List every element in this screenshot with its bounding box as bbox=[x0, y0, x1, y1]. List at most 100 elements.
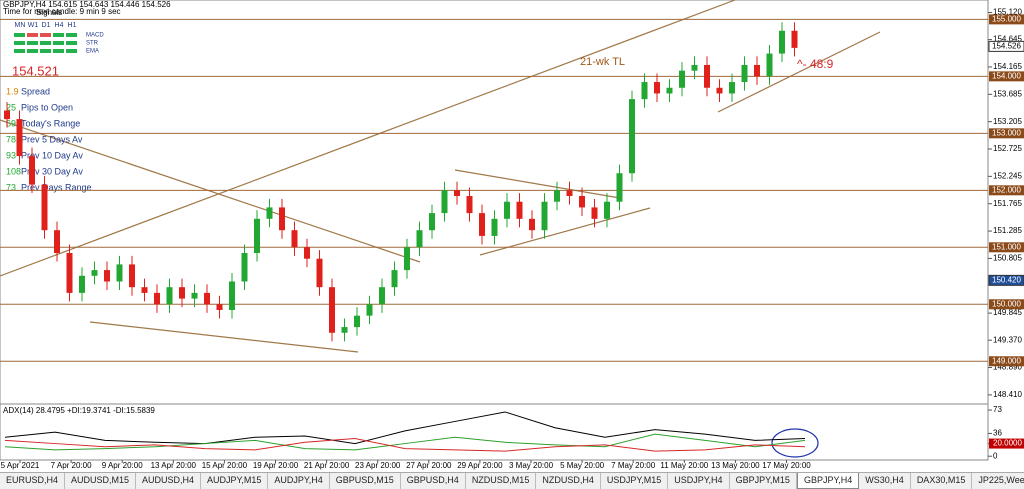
stat-label: Prev 5 Days Av bbox=[21, 134, 83, 144]
y-tick-label: 153.685 bbox=[993, 89, 1022, 98]
candle-body bbox=[604, 201, 610, 219]
candle-body bbox=[16, 119, 23, 157]
tab[interactable]: NZDUSD,H4 bbox=[536, 473, 601, 489]
tab[interactable]: AUDUSD,H4 bbox=[136, 473, 202, 489]
price-level-label: 149.000 bbox=[992, 356, 1021, 365]
price-level-box bbox=[989, 71, 1024, 82]
candle-body bbox=[391, 270, 398, 288]
price-level-box bbox=[989, 242, 1024, 253]
tab[interactable]: EURUSD,H4 bbox=[0, 473, 66, 489]
tab[interactable]: WS30,H4 bbox=[859, 473, 911, 489]
candle-body bbox=[479, 213, 485, 236]
price-level-box bbox=[989, 299, 1024, 310]
candle-body bbox=[729, 82, 735, 94]
level-box bbox=[989, 438, 1024, 449]
candle-body bbox=[404, 247, 410, 271]
price-tag-label: 150.420 bbox=[992, 275, 1021, 284]
candle-body bbox=[304, 247, 310, 259]
stat-label: Prev 10 Day Av bbox=[21, 150, 83, 160]
tab[interactable]: GBPJPY,H4 bbox=[796, 473, 860, 489]
candle-body bbox=[491, 218, 498, 236]
stat-label: Today's Range bbox=[21, 118, 80, 128]
trendline-label: 21-wk TL bbox=[580, 56, 625, 68]
stat-value: 108 bbox=[6, 166, 21, 176]
candle-body bbox=[354, 315, 360, 328]
stat-value: 1.9 bbox=[6, 86, 19, 96]
price-level-label: 150.000 bbox=[992, 299, 1021, 308]
y-tick-label: 150.805 bbox=[993, 254, 1022, 263]
indicator-title: ADX(14) 28.4795 +DI:19.3741 -DI:15.5839 bbox=[3, 406, 155, 415]
x-tick-label: 3 May 20:00 bbox=[509, 461, 554, 470]
candle-body bbox=[229, 281, 235, 310]
y-tick-label: 154.645 bbox=[993, 35, 1022, 44]
stat-value: 78 bbox=[6, 134, 16, 144]
candle-body bbox=[429, 213, 435, 231]
y-tick-label: 155.120 bbox=[993, 8, 1022, 17]
candle-body bbox=[629, 99, 635, 174]
x-tick-label: 7 May 20:00 bbox=[611, 461, 656, 470]
candle-body bbox=[79, 275, 85, 293]
tab[interactable]: NZDUSD,M15 bbox=[466, 473, 537, 489]
candle-body bbox=[341, 327, 348, 333]
y-tick-label: 151.285 bbox=[993, 226, 1022, 235]
ratio-label: ^- 48:9 bbox=[797, 57, 834, 71]
x-tick-label: 9 Apr 20:00 bbox=[102, 461, 143, 470]
candle-body bbox=[329, 287, 335, 333]
signal-box bbox=[66, 33, 77, 37]
stat-value: 93 bbox=[6, 150, 16, 160]
candle-body bbox=[541, 201, 548, 231]
signal-box bbox=[14, 41, 25, 45]
highlight-circle bbox=[771, 428, 819, 458]
candle-body bbox=[379, 287, 385, 305]
signals-title: Signals bbox=[36, 8, 62, 17]
candle-body bbox=[641, 82, 648, 100]
price-tag-box bbox=[988, 40, 1024, 52]
x-tick-label: 11 May 20:00 bbox=[660, 461, 708, 470]
x-tick-label: 19 Apr 20:00 bbox=[253, 461, 299, 470]
price-level-label: 153.000 bbox=[992, 128, 1021, 137]
signal-box bbox=[27, 41, 38, 45]
tab[interactable]: GBPUSD,M15 bbox=[330, 473, 401, 489]
signal-box bbox=[40, 33, 51, 37]
candle-body bbox=[766, 53, 773, 77]
tab[interactable]: JP225,Weekly bbox=[972, 473, 1024, 489]
candle-body bbox=[416, 230, 423, 248]
candle-body bbox=[179, 287, 185, 299]
y-tick-label: 73 bbox=[993, 405, 1002, 414]
signal-box bbox=[66, 41, 77, 45]
tab[interactable]: GBPUSD,H4 bbox=[401, 473, 466, 489]
timer-line: Time for next candle: 9 min 9 sec bbox=[3, 7, 121, 16]
signal-box bbox=[14, 49, 25, 53]
candle-body bbox=[704, 64, 710, 88]
candle-body bbox=[54, 230, 60, 253]
y-tick-label: 149.845 bbox=[993, 308, 1022, 317]
candle-body bbox=[466, 196, 473, 214]
tab[interactable]: AUDJPY,H4 bbox=[268, 473, 330, 489]
candle-body bbox=[241, 252, 248, 282]
candle-body bbox=[266, 207, 273, 219]
price-level-label: 152.000 bbox=[992, 185, 1021, 194]
tab[interactable]: AUDUSD,M15 bbox=[65, 473, 137, 489]
stat-label: Spread bbox=[21, 86, 50, 96]
timeframe-label: H1 bbox=[68, 22, 77, 29]
signal-box bbox=[27, 33, 38, 37]
tab[interactable]: GBPJPY,M15 bbox=[730, 473, 797, 489]
stat-label: Pips to Open bbox=[21, 102, 73, 112]
chart: GBPJPY,H4 154.615 154.643 154.446 154.52… bbox=[0, 0, 1024, 470]
candle-body bbox=[291, 230, 298, 248]
price-level-label: 154.000 bbox=[992, 71, 1021, 80]
x-tick-label: 29 Apr 20:00 bbox=[457, 461, 503, 470]
tab[interactable]: USDJPY,M15 bbox=[601, 473, 669, 489]
tab[interactable]: DAX30,M15 bbox=[911, 473, 973, 489]
candle-body bbox=[566, 190, 573, 197]
x-tick-label: 5 Apr 2021 bbox=[1, 461, 40, 470]
candle-body bbox=[104, 270, 110, 282]
indicator-label: EMA bbox=[86, 49, 99, 55]
tab[interactable]: AUDJPY,M15 bbox=[201, 473, 269, 489]
timeframe-label: H4 bbox=[55, 22, 64, 29]
signal-box bbox=[40, 41, 51, 45]
candle-body bbox=[754, 64, 760, 77]
x-tick-label: 13 May 20:00 bbox=[711, 461, 760, 470]
x-tick-label: 5 May 20:00 bbox=[560, 461, 605, 470]
tab[interactable]: USDJPY,H4 bbox=[668, 473, 730, 489]
